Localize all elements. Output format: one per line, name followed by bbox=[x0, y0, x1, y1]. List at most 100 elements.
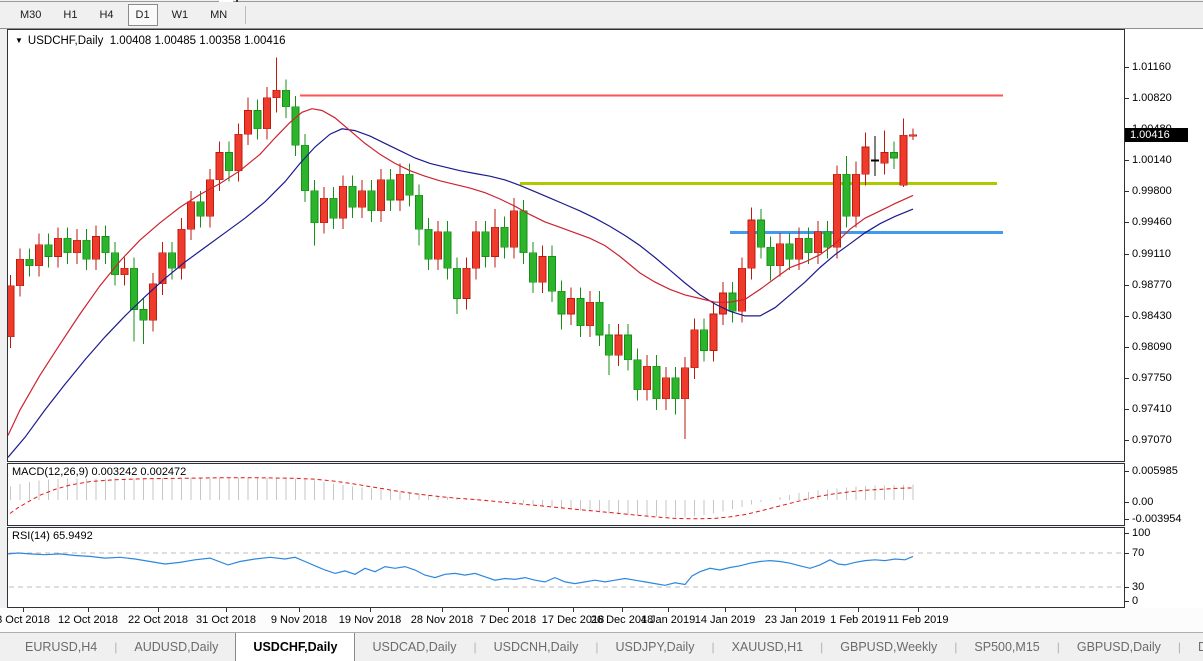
candle bbox=[643, 355, 651, 401]
candle bbox=[842, 156, 851, 228]
tab-divider: | bbox=[954, 640, 958, 654]
tab-gbpusd-daily[interactable]: GBPUSD,Daily bbox=[1076, 640, 1161, 654]
moving-average-slow bbox=[8, 128, 914, 458]
macd-canvas[interactable] bbox=[8, 464, 1124, 525]
candle bbox=[472, 220, 480, 280]
candle bbox=[709, 303, 718, 362]
tab-audusd-daily[interactable]: AUDUSD,Daily bbox=[134, 640, 219, 654]
candle bbox=[358, 179, 366, 219]
candle bbox=[8, 274, 15, 348]
tab-gbpusd-weekly[interactable]: GBPUSD,Weekly bbox=[840, 640, 938, 654]
rsi-tick-mark bbox=[1125, 553, 1129, 554]
price-chart-panel[interactable] bbox=[7, 29, 1125, 462]
candle bbox=[443, 220, 452, 280]
price-tick: 1.00140 bbox=[1132, 153, 1172, 166]
candle bbox=[301, 134, 309, 202]
date-tick-mark bbox=[23, 608, 24, 612]
candle bbox=[168, 241, 176, 280]
tab-eurusd-h4[interactable]: EURUSD,H4 bbox=[25, 640, 98, 654]
timeframe-button-d1[interactable]: D1 bbox=[127, 4, 158, 26]
date-tick-mark bbox=[573, 608, 574, 612]
tab-usdchf-daily[interactable]: USDCHF,Daily bbox=[235, 633, 356, 661]
date-tick-mark bbox=[88, 608, 89, 612]
chart-dropdown-icon[interactable]: ▼ bbox=[15, 36, 23, 45]
tab-sp500-m15[interactable]: SP500,M15 bbox=[974, 640, 1040, 654]
candle bbox=[434, 220, 442, 271]
candle bbox=[25, 248, 34, 277]
date-label: 4 Jan 2019 bbox=[640, 614, 696, 626]
tab-usdcad-daily[interactable]: USDCAD,Daily bbox=[372, 640, 457, 654]
candle bbox=[386, 168, 395, 211]
candle bbox=[291, 95, 300, 157]
candle bbox=[282, 79, 290, 118]
price-tick: 1.00820 bbox=[1132, 91, 1172, 104]
candle bbox=[681, 356, 689, 440]
date-axis[interactable]: 3 Oct 2018 12 Oct 2018 22 Oct 2018 31 Oct 2… bbox=[0, 608, 1203, 632]
price-tick-mark bbox=[1125, 408, 1129, 410]
candle bbox=[54, 227, 62, 268]
candle bbox=[101, 225, 110, 264]
macd-indicator-panel[interactable] bbox=[7, 463, 1125, 526]
candle bbox=[624, 324, 632, 371]
timeframe-button-h1[interactable]: H1 bbox=[63, 9, 78, 21]
price-tick: 0.99460 bbox=[1132, 215, 1172, 228]
timeframe-toolbar: M30 H1 H4 D1 W1 MN bbox=[0, 2, 1203, 29]
candle bbox=[462, 257, 471, 310]
rsi-tick: 100 bbox=[1132, 527, 1151, 539]
macd-tick: 0.005985 bbox=[1132, 465, 1178, 477]
price-tick: 0.97410 bbox=[1132, 402, 1172, 415]
rsi-line bbox=[8, 552, 914, 586]
timeframe-button-h4[interactable]: H4 bbox=[99, 9, 114, 21]
rsi-canvas[interactable] bbox=[8, 528, 1124, 607]
price-chart-canvas[interactable] bbox=[8, 30, 1124, 461]
price-tick-mark bbox=[1125, 159, 1129, 161]
tab-divider: | bbox=[711, 640, 715, 654]
candle bbox=[348, 175, 357, 219]
candle bbox=[225, 141, 233, 182]
rsi-tick: 0 bbox=[1132, 595, 1139, 607]
price-tick-mark bbox=[1125, 97, 1129, 99]
price-tick-mark bbox=[1125, 315, 1129, 317]
candle bbox=[719, 282, 727, 325]
date-tick-mark bbox=[918, 608, 919, 612]
candle bbox=[605, 324, 613, 376]
date-label: 3 Oct 2018 bbox=[0, 614, 50, 626]
candle bbox=[120, 257, 129, 286]
tab-usdcnh-daily[interactable]: USDCNH,Daily bbox=[493, 640, 579, 654]
date-label: 19 Nov 2018 bbox=[338, 614, 402, 626]
tab-divider: | bbox=[820, 640, 824, 654]
candle bbox=[44, 233, 53, 268]
candle bbox=[871, 136, 879, 177]
candle bbox=[529, 241, 537, 294]
date-tick-mark bbox=[158, 608, 159, 612]
date-label: 11 Feb 2019 bbox=[887, 614, 949, 626]
window-top-divider bbox=[0, 1, 1203, 2]
price-tick: 0.99800 bbox=[1132, 184, 1172, 197]
price-axis[interactable]: 1.011601.008201.004801.001400.998000.994… bbox=[1125, 29, 1203, 632]
candle bbox=[852, 161, 860, 228]
tab-xauusd-h1[interactable]: XAUUSD,H1 bbox=[731, 640, 804, 654]
candle bbox=[177, 218, 186, 280]
date-label: 26 Dec 2018 bbox=[590, 614, 654, 626]
rsi-indicator-panel[interactable] bbox=[7, 527, 1125, 608]
timeframe-button-mn[interactable]: MN bbox=[210, 9, 228, 21]
candle bbox=[377, 168, 385, 222]
chart-title: ▼ USDCHF,Daily 1.00408 1.00485 1.00358 1.… bbox=[15, 35, 286, 47]
candle bbox=[35, 233, 43, 277]
date-tick-mark bbox=[370, 608, 371, 612]
tab-divider: | bbox=[1177, 640, 1182, 654]
rsi-label: RSI(14) 65.9492 bbox=[12, 530, 93, 542]
tab-dj30-h4[interactable]: DJ30,H4 bbox=[1198, 640, 1203, 654]
tab-divider: | bbox=[595, 640, 599, 654]
tab-usdjpy-daily[interactable]: USDJPY,Daily bbox=[615, 640, 695, 654]
date-label: 31 Oct 2018 bbox=[196, 614, 256, 626]
date-label: 28 Nov 2018 bbox=[410, 614, 474, 626]
candle bbox=[795, 227, 803, 271]
candle bbox=[82, 229, 91, 271]
date-tick-mark bbox=[668, 608, 669, 612]
date-label: 1 Feb 2019 bbox=[830, 614, 886, 626]
timeframe-button-w1[interactable]: W1 bbox=[171, 9, 189, 21]
candle bbox=[548, 245, 556, 303]
timeframe-button-m30[interactable]: M30 bbox=[20, 9, 42, 21]
